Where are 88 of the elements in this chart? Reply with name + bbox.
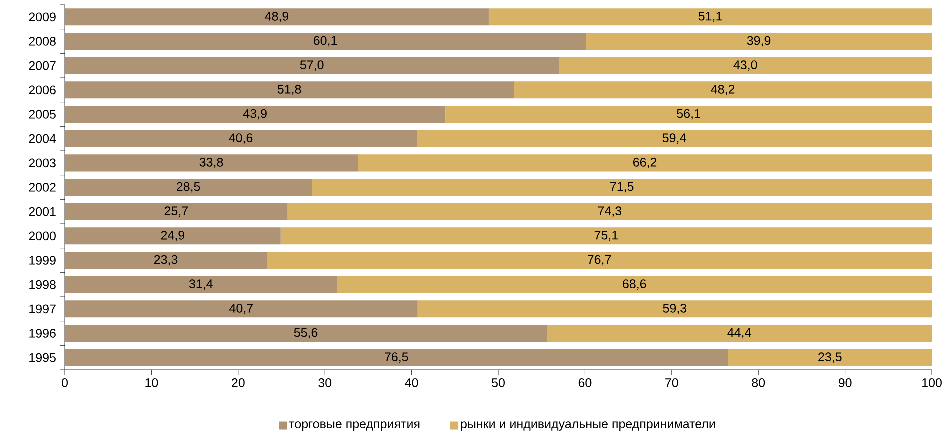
bar xyxy=(65,252,268,270)
data-label: 66,2 xyxy=(633,158,657,168)
y-tick-label: 1995 xyxy=(30,353,56,362)
data-label: 31,4 xyxy=(189,280,213,290)
bar xyxy=(65,106,446,124)
legend-label: торговые предприятия xyxy=(289,422,420,431)
data-label: 51,1 xyxy=(698,12,722,22)
legend-label: рынки и индивидуальные предприниматели xyxy=(461,422,716,431)
data-label: 33,8 xyxy=(200,158,224,168)
bar xyxy=(514,82,932,99)
x-tick-label: 30 xyxy=(318,378,332,388)
data-label: 40,7 xyxy=(230,304,253,314)
y-tick-label: 1998 xyxy=(30,280,56,290)
bar xyxy=(280,228,932,245)
x-tick-label: 100 xyxy=(922,378,942,388)
data-label: 76,5 xyxy=(385,352,408,363)
bar xyxy=(337,276,932,294)
bar xyxy=(65,82,514,99)
x-tick-label: 70 xyxy=(666,378,678,388)
y-tick-label: 2008 xyxy=(29,37,56,46)
bar xyxy=(547,324,932,342)
data-label: 71,5 xyxy=(610,182,634,193)
bar xyxy=(418,300,932,318)
bar xyxy=(65,178,312,196)
bar xyxy=(586,32,932,50)
x-tick-label: 10 xyxy=(146,378,158,388)
data-label: 39,9 xyxy=(747,36,771,47)
x-tick-label: 80 xyxy=(752,378,766,388)
bar xyxy=(65,228,281,245)
x-tick-label: 90 xyxy=(838,378,852,388)
bar xyxy=(65,57,560,74)
data-label: 23,5 xyxy=(818,352,842,363)
data-label: 56,1 xyxy=(677,109,700,120)
bar xyxy=(417,130,932,148)
x-tick-label: 60 xyxy=(578,378,592,388)
data-label: 43,0 xyxy=(734,60,758,71)
bar xyxy=(65,8,489,26)
bar xyxy=(312,178,932,196)
data-label: 51,8 xyxy=(278,85,302,96)
y-tick-label: 2001 xyxy=(29,207,56,216)
data-label: 23,3 xyxy=(154,255,178,266)
y-tick-label: 1999 xyxy=(30,256,56,265)
bar xyxy=(728,349,932,366)
data-label: 59,4 xyxy=(662,134,686,144)
y-tick-label: 2004 xyxy=(29,134,56,144)
y-tick-label: 2000 xyxy=(29,232,56,241)
bar xyxy=(65,324,548,342)
bar xyxy=(65,32,586,50)
data-label: 40,6 xyxy=(229,134,253,144)
bar xyxy=(65,203,288,220)
x-tick-label: 50 xyxy=(492,378,505,388)
data-label: 74,3 xyxy=(598,206,622,217)
bar xyxy=(65,349,728,366)
data-label: 75,1 xyxy=(594,231,618,242)
data-label: 44,4 xyxy=(728,328,752,339)
bar xyxy=(488,8,932,26)
data-label: 59,3 xyxy=(663,304,687,314)
bar xyxy=(65,130,418,148)
y-tick-label: 2002 xyxy=(29,183,56,192)
bar xyxy=(358,154,932,172)
y-tick-label: 2009 xyxy=(29,12,56,22)
bar xyxy=(65,300,418,318)
data-label: 57,0 xyxy=(300,60,324,71)
bar xyxy=(559,57,932,74)
y-tick-label: 1996 xyxy=(30,329,56,338)
y-tick-label: 2005 xyxy=(29,110,56,119)
x-tick-label: 20 xyxy=(232,378,245,388)
data-label: 28,5 xyxy=(177,182,200,193)
bar xyxy=(65,276,338,294)
data-label: 48,2 xyxy=(711,85,735,96)
bar xyxy=(288,203,932,220)
y-tick-label: 2007 xyxy=(29,61,56,70)
x-tick-label: 0 xyxy=(62,378,68,388)
data-label: 68,6 xyxy=(623,280,646,290)
y-tick-label: 1997 xyxy=(30,304,56,314)
bar xyxy=(446,106,932,124)
data-label: 55,6 xyxy=(294,328,318,339)
y-tick-label: 2003 xyxy=(29,158,56,168)
data-label: 43,9 xyxy=(243,109,267,120)
y-tick-label: 2006 xyxy=(29,86,56,95)
data-label: 60,1 xyxy=(314,36,338,47)
bar xyxy=(65,154,358,172)
x-tick-label: 40 xyxy=(405,378,418,388)
data-label: 48,9 xyxy=(265,12,289,22)
data-label: 25,7 xyxy=(164,206,188,217)
bar xyxy=(267,252,932,270)
data-label: 76,7 xyxy=(588,255,612,266)
data-label: 24,9 xyxy=(161,231,185,242)
